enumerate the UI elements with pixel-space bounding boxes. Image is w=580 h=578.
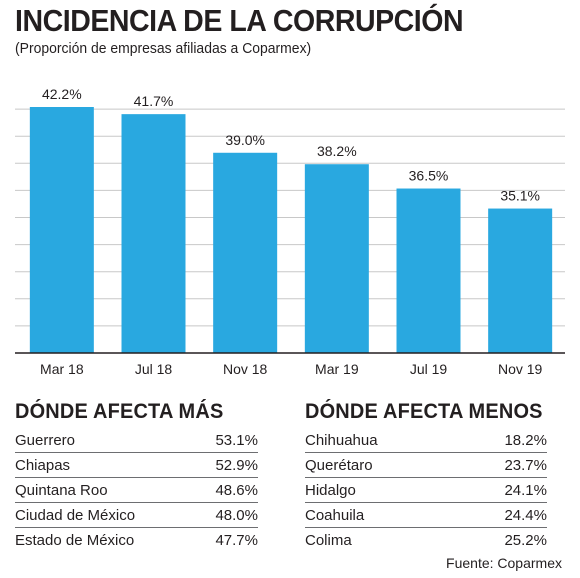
row-value: 24.1%: [504, 481, 547, 499]
table-body-menos: Chihuahua 18.2% Querétaro 23.7% Hidalgo 24.1%…: [305, 428, 547, 552]
bar-1: [121, 114, 186, 354]
row-state-name: Quintana Roo: [15, 481, 108, 499]
table-heading-mas: DÓNDE AFECTA MÁS: [15, 400, 224, 423]
bar-2: [213, 152, 278, 353]
x-tick-label: Jul 19: [410, 361, 448, 377]
source-note: Fuente: Coparmex: [446, 555, 562, 571]
row-state-name: Guerrero: [15, 431, 76, 449]
table-afecta-menos: DÓNDE AFECTA MENOS Chihuahua 18.2% Queréta…: [305, 400, 547, 552]
x-tick-label: Mar 18: [40, 361, 84, 377]
table-heading-menos: DÓNDE AFECTA MENOS: [305, 400, 543, 423]
table-body-mas: Guerrero 53.1% Chiapas 52.9% Quintana Roo 48.…: [15, 428, 258, 552]
row-value: 48.6%: [215, 481, 258, 499]
bar-3: [304, 164, 369, 353]
row-state-name: Chiapas: [15, 456, 71, 474]
x-tick-label: Jul 18: [135, 361, 173, 377]
table-row: Guerrero 53.1%: [15, 428, 258, 453]
table-row: Chiapas 52.9%: [15, 453, 258, 478]
table-afecta-mas: DÓNDE AFECTA MÁS Guerrero 53.1% Chiapas 52.…: [15, 400, 258, 552]
chart-subtitle: (Proporción de empresas afiliadas a Copa…: [15, 40, 312, 57]
bar-4: [396, 188, 461, 353]
row-value: 25.2%: [504, 531, 547, 549]
row-value: 23.7%: [504, 456, 547, 474]
row-value: 48.0%: [215, 506, 258, 524]
table-row: Chihuahua 18.2%: [305, 428, 547, 453]
table-row: Estado de México 47.7%: [15, 528, 258, 552]
table-row: Coahuila 24.4%: [305, 503, 547, 528]
row-state-name: Coahuila: [305, 506, 365, 524]
table-row: Ciudad de México 48.0%: [15, 503, 258, 528]
x-tick-label: Nov 19: [498, 361, 543, 377]
bar-0: [29, 107, 94, 353]
row-value: 53.1%: [215, 431, 258, 449]
row-state-name: Querétaro: [305, 456, 373, 474]
table-row: Quintana Roo 48.6%: [15, 478, 258, 503]
row-value: 47.7%: [215, 531, 258, 549]
row-state-name: Chihuahua: [305, 431, 378, 449]
x-tick-label: Mar 19: [315, 361, 359, 377]
bar-value-label: 36.5%: [409, 168, 449, 184]
bar-value-label: 35.1%: [500, 188, 540, 204]
chart-title: INCIDENCIA DE LA CORRUPCIÓN: [15, 3, 464, 38]
row-state-name: Hidalgo: [305, 481, 356, 499]
bar-chart-svg: 42.2% Mar 18 41.7% Jul 18 39.0% Nov 18 38.2% Ma…: [15, 82, 565, 377]
bar-value-label: 38.2%: [317, 143, 357, 159]
row-value: 24.4%: [504, 506, 547, 524]
table-row: Querétaro 23.7%: [305, 453, 547, 478]
bar-value-label: 42.2%: [42, 86, 82, 102]
bar-value-label: 39.0%: [225, 132, 265, 148]
x-tick-label: Nov 18: [223, 361, 268, 377]
row-state-name: Estado de México: [15, 531, 135, 549]
bar-chart: 42.2% Mar 18 41.7% Jul 18 39.0% Nov 18 38.2% Ma…: [15, 82, 565, 382]
row-state-name: Colima: [305, 531, 352, 549]
row-value: 18.2%: [504, 431, 547, 449]
bar-value-label: 41.7%: [134, 93, 174, 109]
row-value: 52.9%: [215, 456, 258, 474]
table-row: Hidalgo 24.1%: [305, 478, 547, 503]
table-row: Colima 25.2%: [305, 528, 547, 552]
row-state-name: Ciudad de México: [15, 506, 136, 524]
bar-5: [488, 208, 553, 353]
